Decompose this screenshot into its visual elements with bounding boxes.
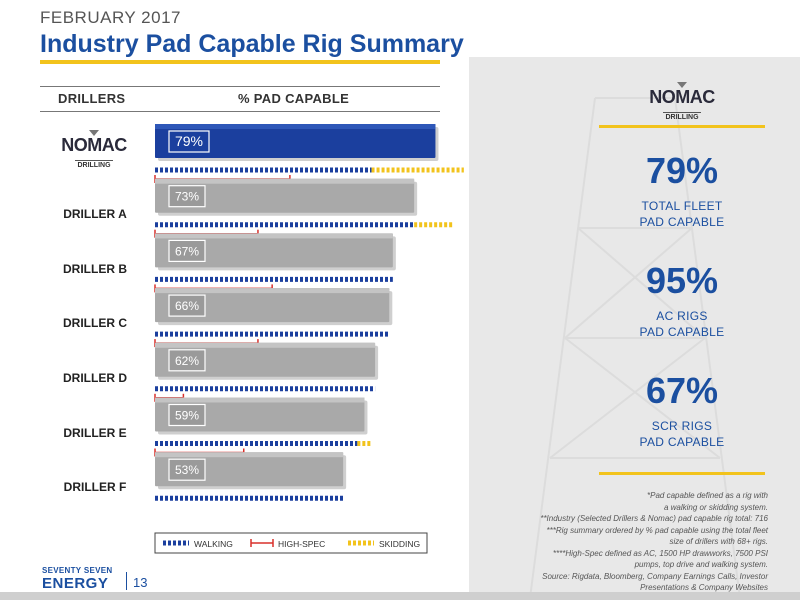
bar-highlight [155,397,365,403]
value-label-box [168,294,206,317]
footnote-line: size of drillers with 68+ rigs. [669,537,768,546]
bar-driller-a [155,178,415,213]
stat-ac-rigs-value: 95% [645,260,719,301]
footnote-line: ***Rig summary ordered by % pad capable … [546,525,768,535]
report-date: FEBRUARY 2017 [40,8,181,27]
value-label: 67% [175,244,199,258]
nomac-logo-sub: DRILLING [75,160,113,169]
bar-highlight [155,288,390,294]
footnotes: *Pad capable defined as a rig with a wal… [500,490,768,594]
bar-driller-d [155,342,376,377]
bar-highlight [155,452,344,458]
table-header-top-rule [40,86,440,87]
legend-label-walking: WALKING [194,539,233,549]
value-label: 79% [175,133,203,149]
driller-label-f: DRILLER F [63,480,127,494]
bar-highlight [155,124,436,129]
bar-driller-b [155,233,393,268]
logo-triangle-icon [89,130,99,136]
legend-label-skidding: SKIDDING [379,539,420,549]
stat-total-fleet-line1: TOTAL FLEET [641,199,723,213]
summary-panel [469,57,800,600]
value-label: 59% [175,409,199,423]
nomac-row-logo: NOMAC DRILLING [55,130,133,172]
footer-bar [0,592,800,600]
stat-ac-rigs-line1: AC RIGS [656,309,708,323]
driller-label-e: DRILLER E [63,426,127,440]
value-label-box [168,185,206,208]
driller-label-a: DRILLER A [63,207,127,221]
value-label: 62% [175,354,199,368]
value-label-box [168,458,206,481]
bar-highlight [155,178,415,184]
driller-label-c: DRILLER C [63,316,127,330]
footnote-line: ****High-Spec defined as AC, 1500 HP dra… [552,548,768,558]
value-label-box [168,349,206,372]
bar-driller-e [155,397,365,432]
stat-scr-rigs-line1: SCR RIGS [651,419,713,433]
brand-logo-bottom: ENERGY [42,575,109,592]
footnote-line: pumps, top drive and walking system. [634,560,768,569]
footnote-line: Source: Rigdata, Bloomberg, Company Earn… [542,571,768,581]
nomac-logo-word: NOMAC [61,135,127,155]
page-title: Industry Pad Capable Rig Summary [40,30,464,58]
page-number-separator [126,572,127,590]
stat-scr-rigs-line2: PAD CAPABLE [639,435,725,449]
driller-label-d: DRILLER D [63,371,127,385]
bar-highlight [155,342,376,348]
value-label-box [168,403,206,427]
value-label-box [168,130,210,153]
table-header-bottom-rule [40,111,440,112]
bar-driller-c [155,288,390,323]
summary-logo-sub: DRILLING [663,112,701,121]
footnote-line: Presentations & Company Websites [640,583,768,592]
footnote-line: **Industry (Selected Drillers & Nomac) p… [540,514,768,523]
footnote-line: *Pad capable defined as a rig with [647,491,768,500]
summary-rule-bottom [599,472,765,475]
footnote-line: a walking or skidding system. [663,502,768,512]
summary-rule-top [599,125,765,128]
value-label: 66% [175,299,199,313]
value-label: 73% [175,190,199,204]
rig-derrick-watermark [529,97,741,598]
summary-logo-triangle-icon [677,82,687,88]
value-label: 53% [175,463,199,477]
bar-highlight [155,233,393,239]
brand-logo-top: SEVENTY SEVEN [42,566,113,575]
stat-ac-rigs-line2: PAD CAPABLE [639,325,725,339]
stat-total-fleet-value: 79% [645,150,719,191]
stat-total-fleet-line2: PAD CAPABLE [639,215,725,229]
bar-nomac [155,124,436,158]
summary-nomac-logo: NOMAC DRILLING [632,82,732,124]
driller-label-b: DRILLER B [63,262,127,276]
pad-capable-bar-chart: 79% 73% 67% 66% 62% 59% 53% WALKING HIGH-SPEC SKI… [154,124,464,554]
title-underline [40,60,440,64]
stat-scr-rigs-value: 67% [645,370,719,411]
summary-logo-word: NOMAC [649,87,715,107]
value-label-box [168,239,206,262]
pct-column-header: % PAD CAPABLE [238,91,350,106]
page-number: 13 [133,575,148,590]
drillers-column-header: DRILLERS [58,91,126,106]
legend-label-high-spec: HIGH-SPEC [278,539,325,549]
legend-box [154,532,428,554]
